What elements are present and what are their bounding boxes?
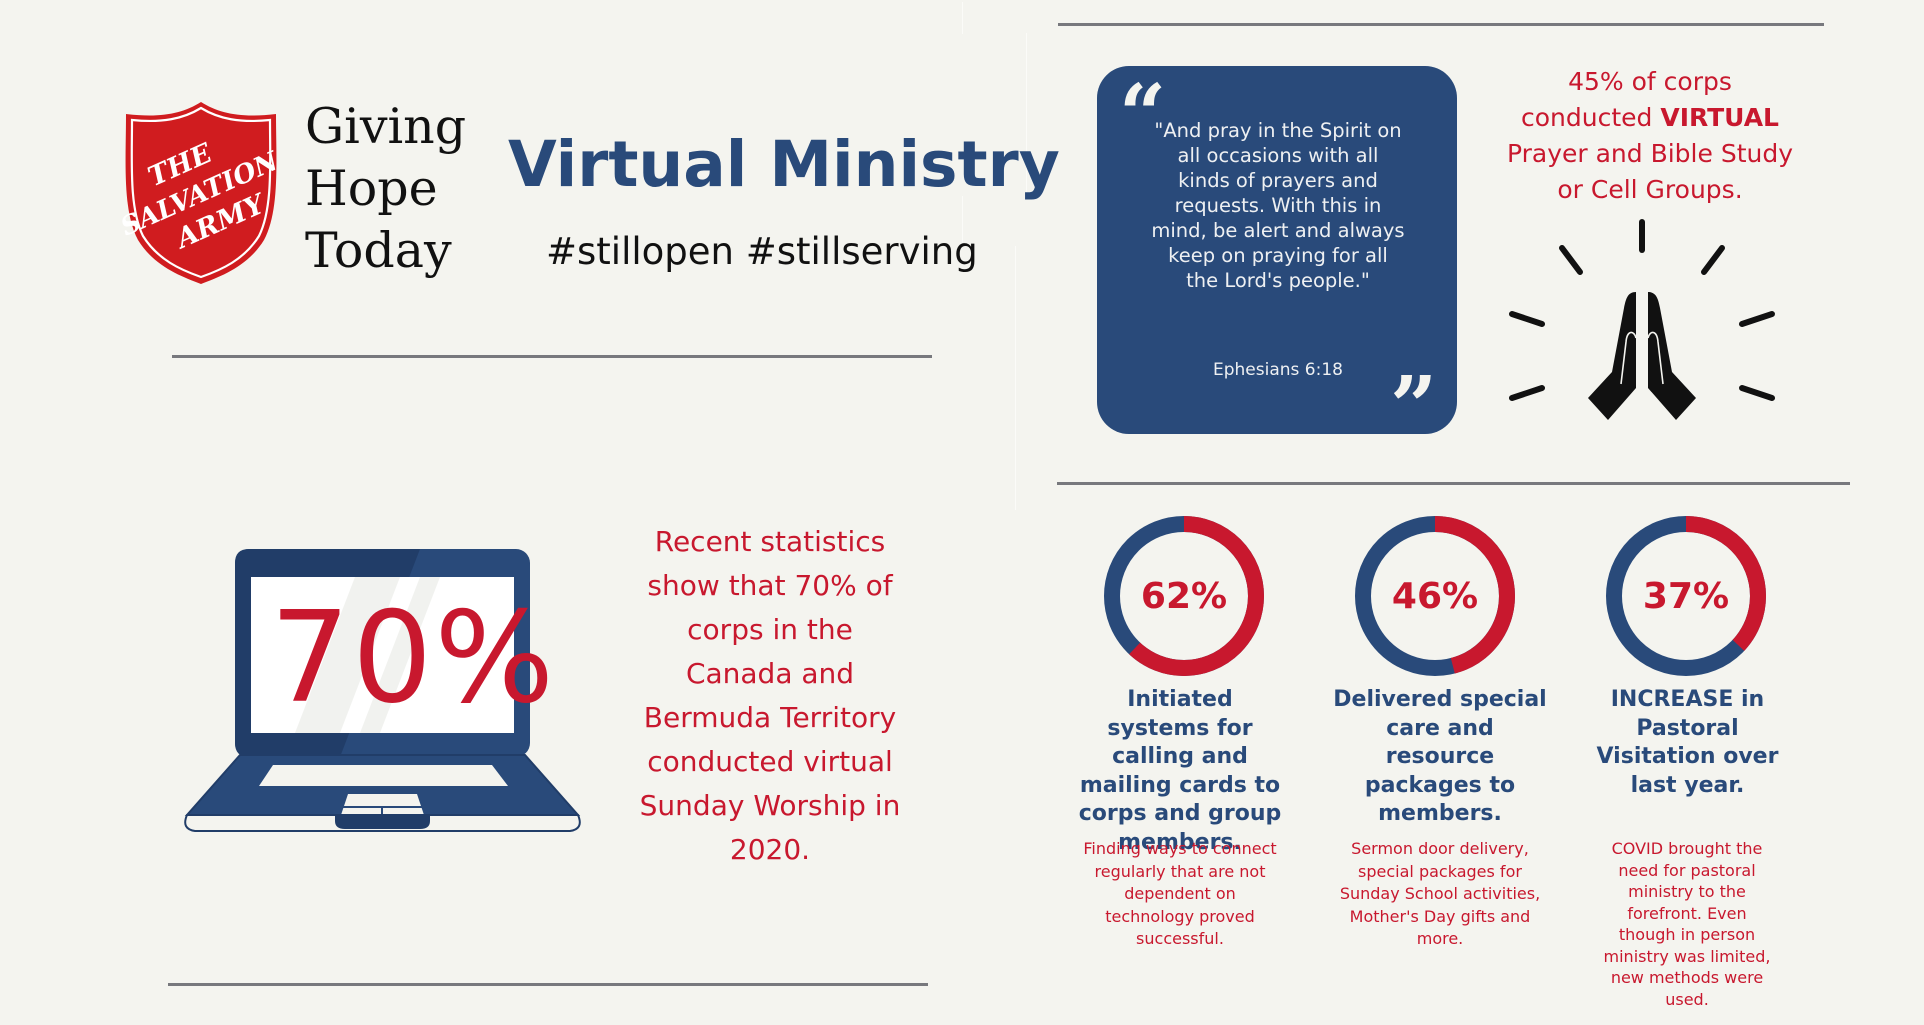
divider-top-left	[172, 355, 932, 358]
prayer-stat-emphasis: VIRTUAL	[1660, 103, 1779, 132]
stat-description: Sermon door delivery, special packages f…	[1339, 839, 1541, 948]
stat-value: 62%	[1140, 575, 1228, 617]
close-quote-icon: ”	[1390, 359, 1438, 455]
donut-chart-icon	[1104, 516, 1264, 676]
open-quote-icon: “	[1119, 67, 1167, 163]
stat-donut-1: 62%	[1100, 512, 1268, 680]
prayer-stat-text: 45% of corps conducted VIRTUAL Prayer an…	[1500, 64, 1800, 208]
stat-description: COVID brought the need for pastoral mini…	[1603, 839, 1771, 1009]
prayer-stat-line: conducted VIRTUAL	[1500, 100, 1800, 136]
stat-description: Finding ways to connect regularly that a…	[1083, 839, 1277, 948]
panel-edge	[962, 2, 963, 34]
prayer-stat-prefix: conducted	[1521, 103, 1661, 132]
panel-edge	[962, 196, 963, 246]
tagline-line: Hope	[305, 160, 438, 217]
stat-headline: Delivered special care and resource pack…	[1333, 687, 1547, 826]
donut-chart-icon	[1606, 516, 1766, 676]
brand-tagline: Giving Hope Today	[305, 96, 466, 282]
panel-edge	[1026, 33, 1027, 196]
prayer-stat-line: 45% of corps	[1568, 67, 1732, 96]
stat-value: 37%	[1642, 575, 1730, 617]
hashtags: #stillopen #stillserving	[546, 230, 978, 273]
stat-donut-3: 37%	[1602, 512, 1770, 680]
laptop-icon	[184, 549, 581, 832]
divider-bottom-left	[168, 983, 928, 986]
divider-mid-right	[1057, 482, 1850, 485]
prayer-stat-line: or Cell Groups.	[1557, 175, 1743, 204]
divider-top-right	[1058, 23, 1824, 26]
stat-value: 46%	[1391, 575, 1479, 617]
salvation-army-shield-logo: THE SALVATION ARMY	[120, 102, 282, 284]
praying-hands-icon	[1509, 219, 1775, 420]
stat-headline: Initiated systems for calling and mailin…	[1078, 687, 1282, 855]
stat-headline: INCREASE in Pastoral Visitation over las…	[1596, 687, 1779, 798]
tagline-line: Today	[305, 222, 452, 279]
page-title: Virtual Ministry	[508, 128, 1060, 201]
scripture-reference: Ephesians 6:18	[1213, 360, 1343, 380]
tagline-line: Giving	[305, 98, 467, 155]
panel-edge	[1015, 246, 1016, 510]
worship-stat-text: Recent statistics show that 70% of corps…	[639, 525, 901, 866]
donut-chart-icon	[1355, 516, 1515, 676]
prayer-stat-line: Prayer and Bible Study	[1506, 139, 1794, 168]
stat-donut-2: 46%	[1351, 512, 1519, 680]
scripture-quote-text: "And pray in the Spirit on all occasions…	[1151, 119, 1405, 292]
scripture-quote-card	[1097, 66, 1457, 434]
laptop-screen-value: 70%	[270, 584, 557, 731]
